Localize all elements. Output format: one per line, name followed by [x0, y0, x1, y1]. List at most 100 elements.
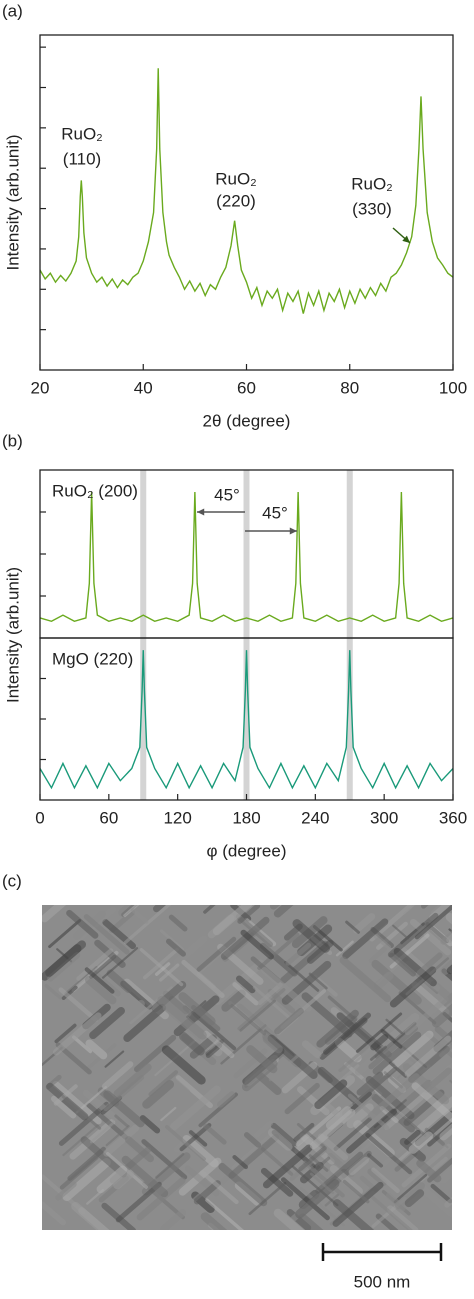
texture — [404, 1189, 425, 1208]
texture — [269, 905, 281, 910]
texture — [270, 1122, 297, 1147]
texture — [347, 1093, 390, 1130]
texture — [54, 1023, 77, 1044]
x-tick-label: 180 — [232, 808, 260, 827]
texture — [42, 905, 67, 923]
annotation: 45° — [214, 485, 240, 504]
texture — [84, 967, 115, 994]
texture — [388, 1061, 408, 1078]
texture — [58, 987, 99, 1023]
texture — [83, 914, 130, 955]
texture — [173, 935, 208, 967]
texture — [392, 924, 410, 940]
texture — [246, 1045, 278, 1074]
texture — [139, 1115, 161, 1134]
texture — [348, 1156, 370, 1176]
texture — [47, 952, 81, 982]
texture — [430, 980, 452, 1006]
texture — [335, 940, 354, 957]
texture — [370, 1033, 389, 1051]
annotation: 45° — [262, 503, 288, 522]
annotation: RuO₂ — [351, 174, 393, 193]
texture — [114, 1114, 129, 1128]
texture — [332, 1199, 375, 1230]
x-tick-label: 240 — [301, 808, 329, 827]
texture — [448, 928, 452, 933]
texture — [369, 1045, 387, 1061]
panel-label: (a) — [2, 1, 23, 20]
texture — [416, 1159, 442, 1183]
texture — [203, 1030, 235, 1059]
texture — [371, 1196, 413, 1230]
texture — [121, 1155, 169, 1198]
texture — [237, 905, 261, 924]
texture — [339, 956, 392, 1003]
texture — [260, 1167, 294, 1197]
texture — [267, 1128, 293, 1151]
texture — [373, 971, 394, 990]
x-tick-label: 20 — [31, 378, 50, 397]
texture — [316, 1009, 359, 1048]
x-axis-label: φ (degree) — [206, 841, 286, 860]
texture — [178, 992, 216, 1026]
texture — [220, 1024, 267, 1065]
texture — [130, 908, 149, 924]
texture — [53, 1084, 78, 1106]
texture — [188, 1130, 208, 1147]
texture — [72, 910, 107, 941]
texture — [308, 972, 328, 990]
texture — [61, 1095, 102, 1130]
texture — [284, 1082, 320, 1115]
data-line — [39, 491, 454, 623]
texture — [106, 969, 133, 993]
texture — [384, 1095, 424, 1130]
texture — [205, 1198, 245, 1230]
texture — [332, 1181, 384, 1227]
texture — [136, 1177, 186, 1221]
texture — [232, 1154, 249, 1170]
texture — [399, 1112, 427, 1137]
texture — [75, 1086, 107, 1114]
arrow-head — [289, 527, 297, 535]
texture — [84, 975, 117, 1005]
texture — [339, 1145, 363, 1167]
texture — [411, 1082, 452, 1123]
texture — [414, 905, 452, 940]
texture — [380, 1029, 403, 1049]
arrow-head — [402, 235, 410, 243]
texture — [218, 1162, 268, 1207]
texture — [102, 1061, 134, 1090]
texture — [262, 1034, 283, 1054]
texture — [89, 1121, 115, 1144]
texture — [342, 1043, 377, 1074]
x-tick-label: 60 — [237, 378, 256, 397]
texture — [198, 944, 232, 974]
texture — [333, 1117, 372, 1151]
annotation: RuO₂ — [61, 124, 103, 143]
texture — [301, 1040, 322, 1059]
texture — [82, 1089, 119, 1122]
x-tick-label: 360 — [439, 808, 467, 827]
texture — [118, 905, 138, 917]
texture — [404, 1035, 452, 1077]
texture — [142, 1080, 175, 1109]
texture — [42, 1201, 66, 1226]
texture — [322, 1100, 341, 1117]
texture — [168, 914, 188, 932]
texture — [62, 1157, 111, 1202]
texture — [221, 989, 246, 1012]
texture — [367, 1073, 420, 1120]
y-axis-label: Intensity (arb.unit) — [3, 134, 22, 270]
texture — [446, 964, 452, 975]
texture — [189, 1034, 217, 1059]
texture — [404, 996, 449, 1036]
texture — [355, 1012, 403, 1053]
texture — [372, 1031, 422, 1075]
texture — [236, 1003, 278, 1040]
texture — [439, 1043, 452, 1058]
texture — [157, 995, 207, 1040]
texture — [408, 1131, 434, 1154]
series-label: RuO₂ (200) — [52, 481, 138, 500]
texture — [325, 1106, 352, 1130]
texture — [368, 946, 388, 964]
